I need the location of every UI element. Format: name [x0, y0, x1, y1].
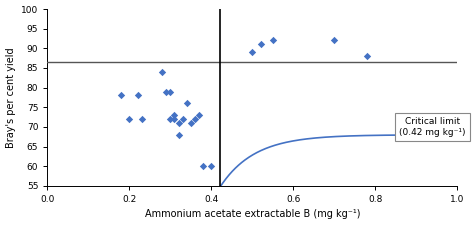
Point	[171, 113, 178, 117]
Point	[248, 50, 256, 54]
Point	[126, 117, 133, 121]
Point	[179, 117, 186, 121]
Point	[195, 113, 203, 117]
Point	[187, 121, 195, 125]
Point	[171, 117, 178, 121]
Point	[257, 43, 264, 46]
Point	[269, 39, 277, 42]
Point	[166, 117, 174, 121]
Point	[166, 90, 174, 93]
Y-axis label: Bray's per cent yield: Bray's per cent yield	[6, 47, 16, 148]
Point	[158, 70, 166, 74]
Point	[163, 90, 170, 93]
X-axis label: Ammonium acetate extractable B (mg kg⁻¹): Ammonium acetate extractable B (mg kg⁻¹)	[145, 209, 360, 219]
Point	[175, 133, 182, 137]
Point	[363, 54, 371, 58]
Point	[134, 94, 141, 97]
Point	[200, 164, 207, 168]
Point	[175, 121, 182, 125]
Point	[330, 39, 338, 42]
Point	[118, 94, 125, 97]
Point	[138, 117, 146, 121]
Point	[208, 164, 215, 168]
Text: Critical limit
(0.42 mg kg⁻¹): Critical limit (0.42 mg kg⁻¹)	[400, 117, 466, 137]
Point	[191, 117, 199, 121]
Point	[183, 101, 191, 105]
